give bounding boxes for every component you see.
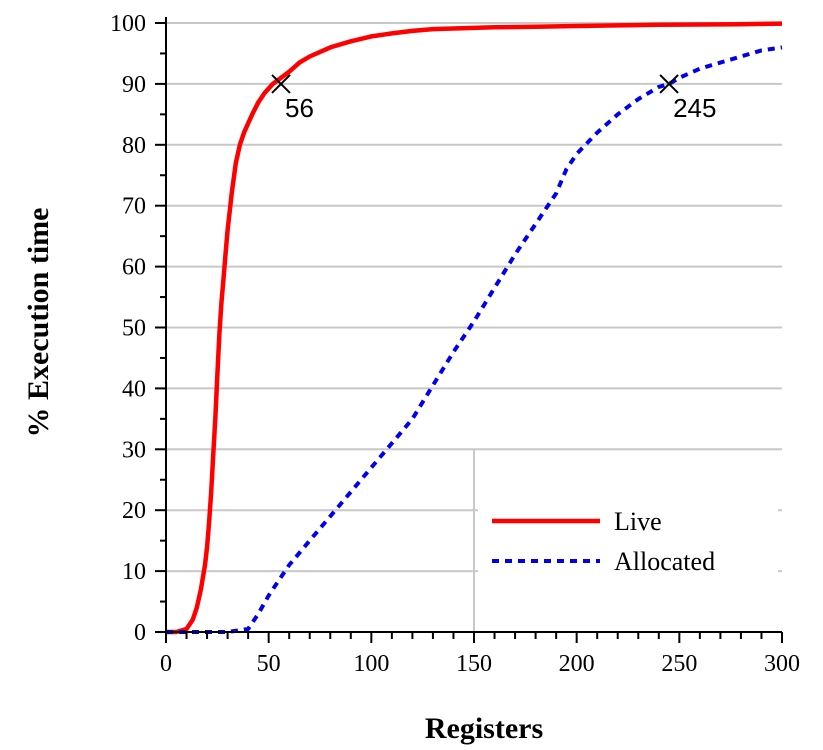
series-line-live <box>166 21 783 635</box>
y-tick-label-10: 10 <box>122 559 146 585</box>
x-tick-label-100: 100 <box>353 651 389 677</box>
x-tick-label-250: 250 <box>661 651 697 677</box>
y-axis-title: % Execution time <box>22 208 55 438</box>
y-tick-label-30: 30 <box>122 437 146 463</box>
y-tick-label-100: 100 <box>110 11 146 37</box>
x-tick-label-50: 50 <box>257 651 281 677</box>
x-axis-title: Registers <box>425 712 543 745</box>
annotation-label-245: 245 <box>673 93 716 123</box>
x-tick-label-200: 200 <box>559 651 595 677</box>
x-tick-label-300: 300 <box>764 651 800 677</box>
y-tick-label-0: 0 <box>134 620 146 646</box>
ticks: 0 10 20 30 40 50 60 70 80 90 100 0 50 100 150 200 250 300 <box>110 11 800 677</box>
y-tick-label-40: 40 <box>122 376 146 402</box>
y-tick-label-20: 20 <box>122 498 146 524</box>
legend-background <box>478 496 778 588</box>
x-tick-label-150: 150 <box>456 651 492 677</box>
annotation-label-56: 56 <box>285 93 314 123</box>
legend: Live Allocated <box>478 496 778 588</box>
y-tick-label-90: 90 <box>122 72 146 98</box>
annotation-marker-245 <box>659 74 679 94</box>
legend-label-live: Live <box>614 507 662 536</box>
legend-label-allocated: Allocated <box>614 547 715 576</box>
y-tick-label-50: 50 <box>122 316 146 342</box>
annotation-marker-56 <box>271 74 291 94</box>
y-tick-label-80: 80 <box>122 133 146 159</box>
y-tick-label-70: 70 <box>122 194 146 220</box>
annotations: 56 245 <box>271 74 716 123</box>
x-tick-label-0: 0 <box>160 651 172 677</box>
y-tick-label-60: 60 <box>122 255 146 281</box>
